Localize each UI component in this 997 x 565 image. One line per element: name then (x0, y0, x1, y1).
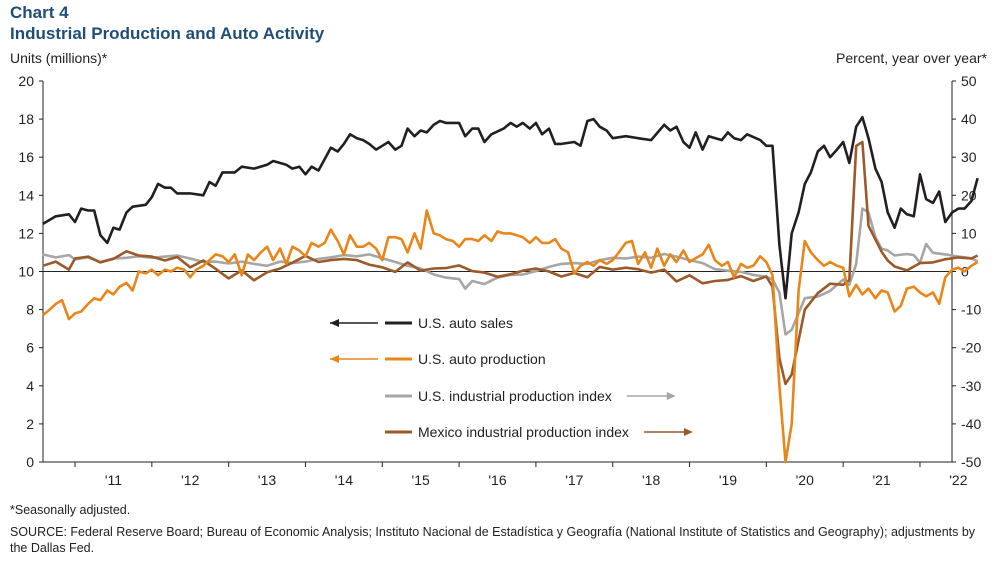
left-tick-label: 20 (18, 73, 34, 89)
x-tick-label: '15 (412, 472, 430, 488)
right-tick-label: -20 (961, 340, 981, 356)
legend-label-u-s-auto-production: U.S. auto production (418, 351, 546, 367)
legend-arrowhead-u-s-industrial-production-index (666, 392, 676, 400)
x-tick-label: '17 (565, 472, 583, 488)
chart-number: Chart 4 (10, 3, 69, 22)
x-tick-label: '12 (181, 472, 199, 488)
series-line-u-s-auto-sales (42, 115, 979, 300)
left-tick-label: 8 (26, 302, 34, 318)
right-tick-label: 50 (961, 73, 977, 89)
x-tick-label: '20 (796, 472, 814, 488)
right-tick-label: 40 (961, 111, 977, 127)
right-tick-label: -50 (961, 454, 981, 470)
x-tick-label: '22 (949, 472, 967, 488)
right-tick-label: 10 (961, 225, 977, 241)
series-line-u-s-auto-production (41, 209, 979, 464)
legend-label-u-s-auto-sales: U.S. auto sales (418, 315, 513, 331)
source-note: SOURCE: Federal Reserve Board; Bureau of… (10, 525, 976, 555)
legend-label-u-s-industrial-production-index: U.S. industrial production index (418, 388, 612, 404)
legend-label-mexico-industrial-production-index: Mexico industrial production index (418, 424, 629, 440)
right-tick-label: -10 (961, 302, 981, 318)
right-tick-label: -40 (961, 416, 981, 432)
chart-title: Industrial Production and Auto Activity (10, 24, 325, 43)
left-tick-label: 10 (18, 264, 34, 280)
x-tick-label: '11 (105, 472, 122, 488)
x-tick-label: '16 (488, 472, 506, 488)
series-line-u-s-industrial-production-index (42, 207, 979, 336)
right-tick-label: -30 (961, 378, 981, 394)
footnote: *Seasonally adjusted. (10, 503, 131, 517)
x-tick-label: '13 (258, 472, 276, 488)
left-tick-label: 16 (18, 149, 34, 165)
legend-arrowhead-mexico-industrial-production-index (683, 428, 693, 436)
left-axis-unit-label: Units (millions)* (10, 50, 108, 66)
chart-plot: 02468101214161820-50-40-30-20-1001020304… (18, 73, 981, 488)
left-tick-label: 18 (18, 111, 34, 127)
legend-arrowhead-u-s-auto-sales (330, 319, 339, 327)
left-tick-label: 14 (18, 187, 34, 203)
left-tick-label: 2 (26, 416, 34, 432)
left-tick-label: 12 (18, 225, 34, 241)
x-tick-label: '18 (642, 472, 660, 488)
left-tick-label: 4 (26, 378, 34, 394)
right-tick-label: 30 (961, 149, 977, 165)
right-axis-unit-label: Percent, year over year* (836, 50, 987, 66)
series-line-mexico-industrial-production-index (42, 140, 979, 386)
x-tick-label: '14 (335, 472, 353, 488)
left-tick-label: 6 (26, 340, 34, 356)
x-tick-label: '21 (872, 472, 890, 488)
left-tick-label: 0 (26, 454, 34, 470)
x-tick-label: '19 (719, 472, 737, 488)
legend-arrowhead-u-s-auto-production (330, 355, 339, 363)
